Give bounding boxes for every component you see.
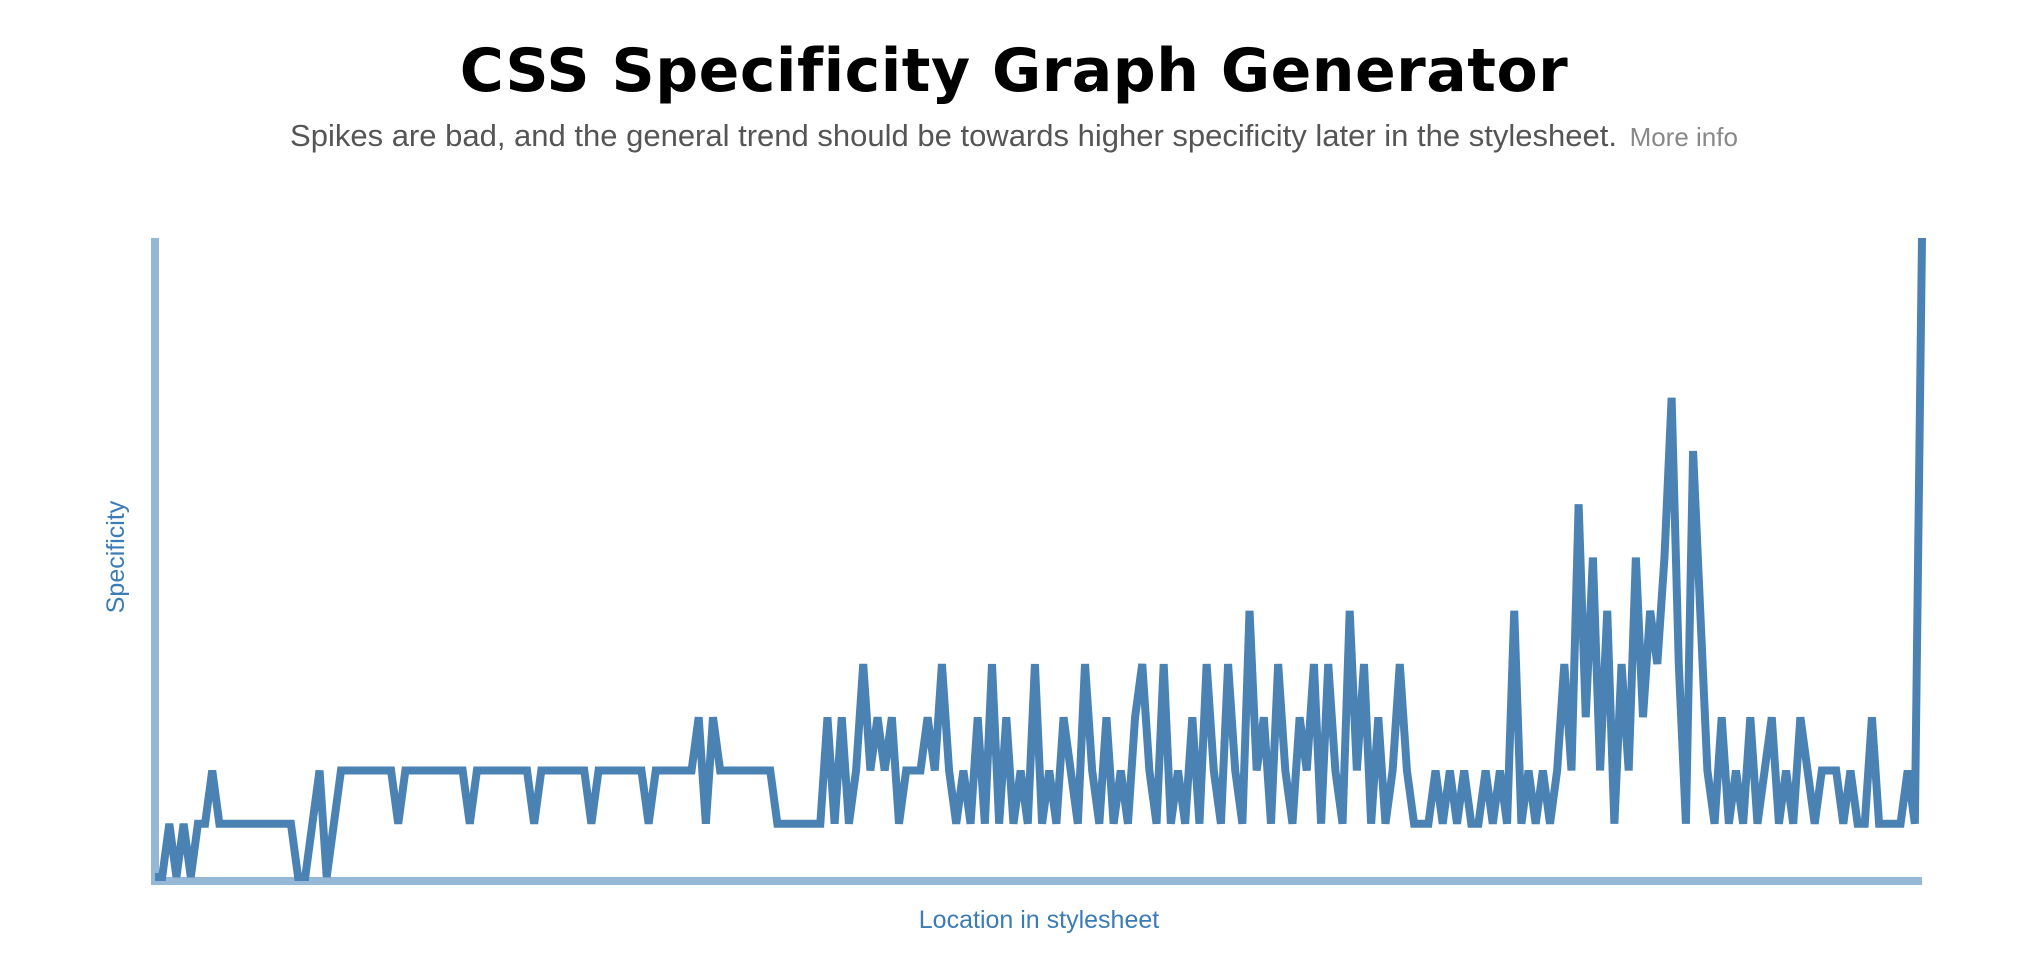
x-axis-label: Location in stylesheet xyxy=(919,906,1159,934)
y-axis-label: Specificity xyxy=(102,500,130,613)
subtitle: Spikes are bad, and the general trend sh… xyxy=(290,118,1617,153)
specificity-line xyxy=(155,237,1926,881)
page-title: CSS Specificity Graph Generator xyxy=(459,36,1569,106)
more-info-link[interactable]: More info xyxy=(1629,122,1738,152)
subtitle-row: Spikes are bad, and the general trend sh… xyxy=(0,118,2028,154)
